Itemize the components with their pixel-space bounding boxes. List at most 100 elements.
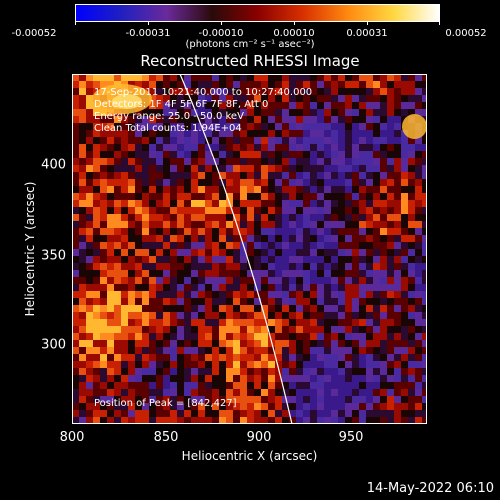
heatmap-cell <box>233 403 240 410</box>
heatmap-cell <box>401 200 408 207</box>
heatmap-cell <box>310 116 317 123</box>
heatmap-cell <box>128 305 135 312</box>
heatmap-cell <box>72 214 79 221</box>
heatmap-cell <box>121 256 128 263</box>
heatmap-cell <box>282 312 289 319</box>
heatmap-cell <box>240 95 247 102</box>
heatmap-cell <box>317 396 324 403</box>
heatmap-cell <box>128 158 135 165</box>
heatmap-cell <box>205 256 212 263</box>
heatmap-cell <box>198 403 205 410</box>
heatmap-cell <box>107 375 114 382</box>
heatmap-cell <box>275 193 282 200</box>
heatmap-cell <box>240 277 247 284</box>
heatmap-cell <box>163 403 170 410</box>
heatmap-cell <box>310 277 317 284</box>
heatmap-cell <box>296 326 303 333</box>
heatmap-cell <box>373 249 380 256</box>
annotation-clean: Clean Total counts: 1.94E+04 <box>94 123 242 134</box>
heatmap-cell <box>345 109 352 116</box>
heatmap-cell <box>177 291 184 298</box>
heatmap-cell <box>226 151 233 158</box>
heatmap-cell <box>170 361 177 368</box>
heatmap-cell <box>93 347 100 354</box>
heatmap-cell <box>254 326 261 333</box>
heatmap-cell <box>219 172 226 179</box>
heatmap-cell <box>177 298 184 305</box>
heatmap-cell <box>226 298 233 305</box>
heatmap-cell <box>177 144 184 151</box>
heatmap-cell <box>331 305 338 312</box>
heatmap-cell <box>268 88 275 95</box>
heatmap-cell <box>198 130 205 137</box>
heatmap-cell <box>289 291 296 298</box>
heatmap-cell <box>352 354 359 361</box>
heatmap-cell <box>128 221 135 228</box>
heatmap-cell <box>205 305 212 312</box>
heatmap-cell <box>135 137 142 144</box>
heatmap-cell <box>373 347 380 354</box>
heatmap-cell <box>100 298 107 305</box>
heatmap-cell <box>422 109 427 116</box>
heatmap-cell <box>142 403 149 410</box>
heatmap-cell <box>289 410 296 417</box>
heatmap-cell <box>93 74 100 81</box>
heatmap-cell <box>107 242 114 249</box>
heatmap-cell <box>247 354 254 361</box>
heatmap-cell <box>107 81 114 88</box>
heatmap-cell <box>198 172 205 179</box>
heatmap-cell <box>205 361 212 368</box>
heatmap-cell <box>331 340 338 347</box>
heatmap-cell <box>79 333 86 340</box>
heatmap-cell <box>338 207 345 214</box>
heatmap-cell <box>135 81 142 88</box>
heatmap-cell <box>282 403 289 410</box>
heatmap-cell <box>72 256 79 263</box>
heatmap-cell <box>233 158 240 165</box>
heatmap-cell <box>317 354 324 361</box>
heatmap-cell <box>345 368 352 375</box>
heatmap-cell <box>233 242 240 249</box>
heatmap-cell <box>191 298 198 305</box>
heatmap-cell <box>303 144 310 151</box>
heatmap-cell <box>142 116 149 123</box>
heatmap-cell <box>100 242 107 249</box>
heatmap-cell <box>380 151 387 158</box>
heatmap-cell <box>86 200 93 207</box>
heatmap-cell <box>128 417 135 424</box>
heatmap-cell <box>359 123 366 130</box>
heatmap-cell <box>422 179 427 186</box>
heatmap-cell <box>191 249 198 256</box>
heatmap-cell <box>177 249 184 256</box>
heatmap-cell <box>142 347 149 354</box>
heatmap-cell <box>282 340 289 347</box>
heatmap-cell <box>415 221 422 228</box>
heatmap-cell <box>268 207 275 214</box>
heatmap-cell <box>226 81 233 88</box>
heatmap-cell <box>191 123 198 130</box>
heatmap-cell <box>310 130 317 137</box>
heatmap-cell <box>184 81 191 88</box>
heatmap-cell <box>415 235 422 242</box>
heatmap-cell <box>93 340 100 347</box>
heatmap-cell <box>72 123 79 130</box>
heatmap-cell <box>177 403 184 410</box>
heatmap-cell <box>79 319 86 326</box>
heatmap-cell <box>128 270 135 277</box>
heatmap-cell <box>72 354 79 361</box>
heatmap-cell <box>331 207 338 214</box>
heatmap-cell <box>422 389 427 396</box>
heatmap-cell <box>366 172 373 179</box>
heatmap-cell <box>366 284 373 291</box>
heatmap-cell <box>128 193 135 200</box>
heatmap-cell <box>86 256 93 263</box>
heatmap-cell <box>72 116 79 123</box>
heatmap-cell <box>268 263 275 270</box>
heatmap-cell <box>156 165 163 172</box>
heatmap-cell <box>254 312 261 319</box>
heatmap-cell <box>156 151 163 158</box>
heatmap-cell <box>142 200 149 207</box>
heatmap-cell <box>317 151 324 158</box>
heatmap-cell <box>72 375 79 382</box>
heatmap-cell <box>226 158 233 165</box>
